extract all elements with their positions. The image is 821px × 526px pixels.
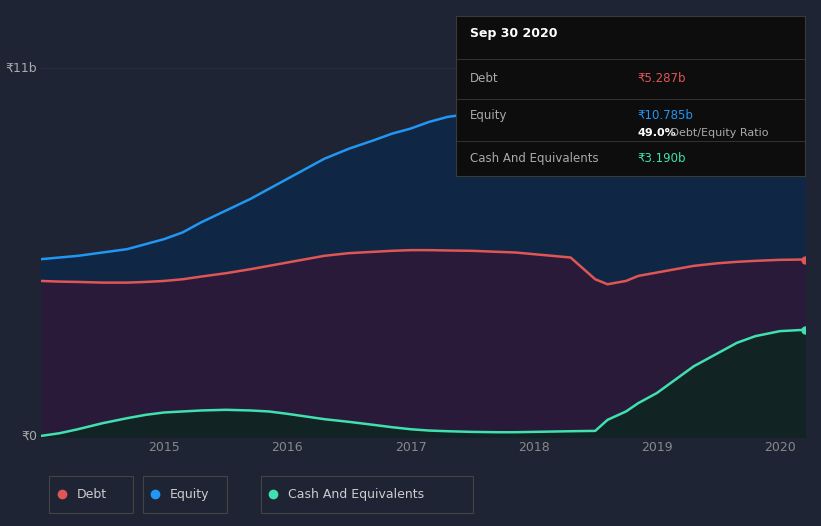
Text: ₹10.785b: ₹10.785b [637,109,693,122]
Text: ₹11b: ₹11b [6,62,37,75]
FancyBboxPatch shape [261,476,473,513]
Text: ₹0: ₹0 [21,430,37,443]
FancyBboxPatch shape [49,476,133,513]
Text: 49.0%: 49.0% [637,128,676,138]
Text: Debt: Debt [470,72,498,85]
Text: Sep 30 2020: Sep 30 2020 [470,27,557,40]
Text: Debt: Debt [76,488,107,501]
Text: Cash And Equivalents: Cash And Equivalents [470,152,599,165]
Text: Cash And Equivalents: Cash And Equivalents [288,488,424,501]
Text: ₹3.190b: ₹3.190b [637,152,686,165]
Text: Equity: Equity [170,488,209,501]
FancyBboxPatch shape [143,476,227,513]
Text: Equity: Equity [470,109,507,122]
Text: ₹5.287b: ₹5.287b [637,72,686,85]
Text: Debt/Equity Ratio: Debt/Equity Ratio [667,128,768,138]
